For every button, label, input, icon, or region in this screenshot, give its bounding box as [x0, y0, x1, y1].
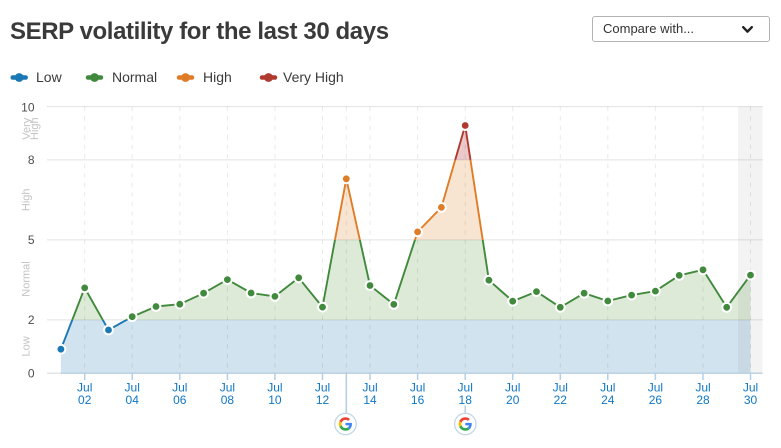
- svg-text:Low: Low: [21, 336, 33, 356]
- svg-text:8: 8: [28, 153, 35, 167]
- svg-text:2: 2: [28, 313, 35, 327]
- svg-text:Normal: Normal: [21, 261, 33, 296]
- svg-text:5: 5: [28, 233, 35, 247]
- svg-text:0: 0: [28, 366, 35, 380]
- svg-text:10: 10: [21, 100, 35, 114]
- svg-text:High: High: [29, 117, 41, 140]
- svg-text:Very: Very: [21, 117, 33, 140]
- svg-text:High: High: [21, 188, 33, 211]
